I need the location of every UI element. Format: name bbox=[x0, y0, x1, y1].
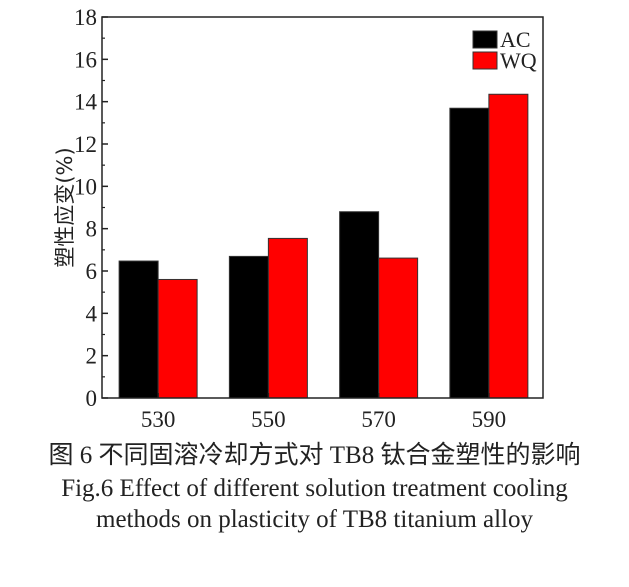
bar-chart: 530550570590024681012141618时效温度 /℃塑性应变(%… bbox=[53, 5, 544, 430]
x-tick-label: 550 bbox=[251, 407, 286, 430]
legend-label-wq: WQ bbox=[500, 48, 537, 73]
caption-en-line2: methods on plasticity of TB8 titanium al… bbox=[96, 506, 533, 533]
y-axis-label: 塑性应变(%) bbox=[53, 147, 77, 267]
bar-wq-550 bbox=[267, 237, 308, 399]
legend-swatch-wq bbox=[472, 51, 498, 70]
x-tick-label: 530 bbox=[141, 407, 176, 430]
y-tick-label: 8 bbox=[86, 217, 98, 242]
caption-en-line1: Fig.6 Effect of different solution treat… bbox=[61, 475, 568, 502]
caption-zh: 图 6 不同固溶冷却方式对 TB8 钛合金塑性的影响 bbox=[48, 442, 581, 469]
y-tick-label: 6 bbox=[86, 259, 98, 284]
bar-ac-570 bbox=[339, 211, 380, 399]
y-tick-label: 10 bbox=[74, 174, 97, 199]
bar-wq-530 bbox=[157, 278, 198, 399]
bar-ac-550 bbox=[228, 255, 269, 399]
y-tick-label: 16 bbox=[74, 47, 97, 72]
bar-wq-590 bbox=[488, 93, 529, 399]
y-tick-label: 12 bbox=[74, 132, 97, 157]
legend-label-ac: AC bbox=[500, 27, 531, 52]
bar-ac-530 bbox=[118, 260, 159, 399]
bar-ac-590 bbox=[449, 107, 490, 399]
y-tick-label: 0 bbox=[86, 386, 98, 411]
plot-frame bbox=[101, 16, 544, 399]
legend-swatch-ac bbox=[472, 30, 498, 49]
y-tick-label: 14 bbox=[74, 90, 98, 115]
y-tick-label: 4 bbox=[86, 301, 98, 326]
bar-wq-570 bbox=[378, 257, 419, 399]
x-tick-label: 590 bbox=[472, 407, 507, 430]
y-tick-label: 2 bbox=[86, 344, 98, 369]
y-tick-label: 18 bbox=[74, 5, 97, 30]
x-tick-label: 570 bbox=[361, 407, 396, 430]
